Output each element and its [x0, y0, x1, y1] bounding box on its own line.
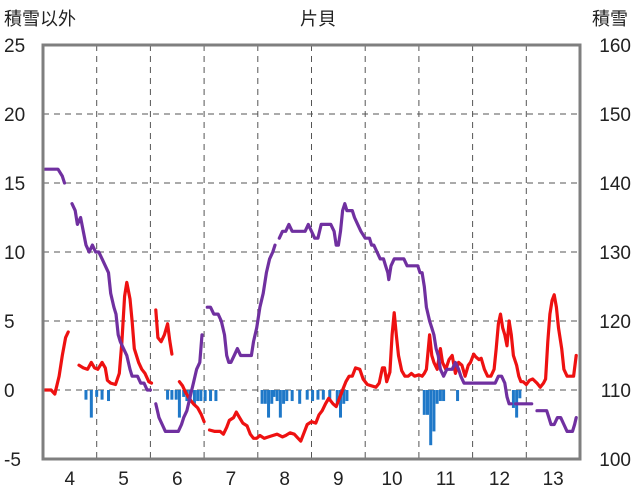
right-tick-label: 130 — [599, 243, 631, 264]
snowfall-bar — [177, 390, 181, 418]
snowfall-bar — [209, 390, 213, 402]
snowfall-bar — [456, 390, 460, 402]
left-axis-ticks: 25 20 15 10 5 0 -5 — [4, 36, 25, 471]
snowfall-bar — [335, 390, 339, 404]
snowfall-bar — [260, 390, 264, 404]
right-axis-label: 積雪 — [592, 9, 628, 30]
plot-frame — [41, 43, 582, 461]
snowfall-bar — [435, 390, 439, 404]
snowfall-bar — [270, 390, 274, 404]
snowfall-bar — [275, 390, 279, 402]
x-tick-label: 6 — [172, 469, 183, 490]
snowfall-bar — [321, 390, 325, 400]
x-tick-label: 13 — [543, 469, 564, 490]
series-lines — [43, 167, 578, 443]
snowfall-bar — [278, 390, 282, 418]
left-tick-label: 5 — [4, 312, 15, 333]
snowfall-bar — [199, 390, 203, 402]
snowfall-bar — [422, 390, 426, 415]
snowfall-bar — [192, 390, 196, 404]
snowfall-bar — [285, 390, 289, 402]
snowfall-bar — [267, 390, 271, 418]
snowfall-bar — [272, 390, 276, 397]
left-tick-label: 10 — [4, 243, 25, 264]
snowfall-bar — [203, 390, 207, 402]
snowfall-bar — [311, 390, 315, 402]
right-tick-label: 120 — [599, 312, 631, 333]
snowfall-bar — [196, 390, 200, 402]
snowfall-bar — [425, 390, 429, 415]
snowfall-bar — [438, 390, 442, 402]
snowfall-bar — [290, 390, 294, 402]
x-tick-label: 11 — [436, 469, 456, 490]
snowfall-bar — [95, 390, 99, 397]
right-tick-label: 100 — [599, 450, 631, 471]
right-axis-ticks: 160 150 140 130 120 110 100 — [599, 36, 631, 471]
chart-title: 片貝 — [300, 9, 336, 30]
left-tick-label: 25 — [4, 36, 25, 57]
snowfall-bars — [84, 390, 522, 446]
left-tick-label: 15 — [4, 174, 25, 195]
temperature-line — [43, 280, 578, 443]
snowfall-bar — [166, 390, 170, 400]
snowfall-bar — [305, 390, 309, 400]
snowfall-bar — [89, 390, 93, 418]
x-tick-label: 12 — [489, 469, 510, 490]
snowfall-bar — [518, 390, 522, 399]
snowfall-bar — [100, 390, 104, 400]
left-tick-label: 20 — [4, 105, 25, 126]
snowfall-bar — [328, 390, 332, 402]
x-tick-label: 4 — [65, 469, 76, 490]
snowfall-bar — [214, 390, 218, 402]
left-tick-label: 0 — [4, 381, 15, 402]
snowfall-bar — [282, 390, 286, 404]
snowfall-bar — [263, 390, 267, 404]
snowfall-bar — [511, 390, 515, 408]
right-tick-label: 160 — [599, 36, 631, 57]
snowfall-bar — [316, 390, 320, 400]
snowfall-bar — [338, 390, 342, 418]
snowfall-bar — [432, 390, 436, 432]
x-tick-label: 9 — [333, 469, 344, 490]
right-tick-label: 110 — [601, 381, 631, 402]
snowfall-bar — [107, 390, 111, 402]
x-tick-label: 7 — [226, 469, 237, 490]
x-tick-label: 10 — [381, 469, 402, 490]
x-tick-label: 8 — [279, 469, 290, 490]
snowfall-bar — [345, 390, 349, 402]
snowfall-bar — [84, 390, 88, 400]
left-tick-label: -5 — [4, 450, 21, 471]
snowfall-bar — [174, 390, 178, 400]
snow-depth-line — [43, 167, 578, 433]
snowfall-bar — [342, 390, 346, 404]
left-axis-label: 積雪以外 — [4, 9, 76, 30]
snowfall-bar — [442, 390, 446, 402]
snowfall-bar — [429, 390, 433, 446]
snowfall-bar — [182, 390, 186, 397]
right-tick-label: 140 — [599, 174, 631, 195]
x-axis-ticks: 4 5 6 7 8 9 10 11 12 13 — [65, 469, 564, 490]
snowfall-bar — [170, 390, 174, 400]
snowfall-bar — [298, 390, 302, 404]
right-tick-label: 150 — [599, 105, 631, 126]
x-tick-label: 5 — [118, 469, 129, 490]
